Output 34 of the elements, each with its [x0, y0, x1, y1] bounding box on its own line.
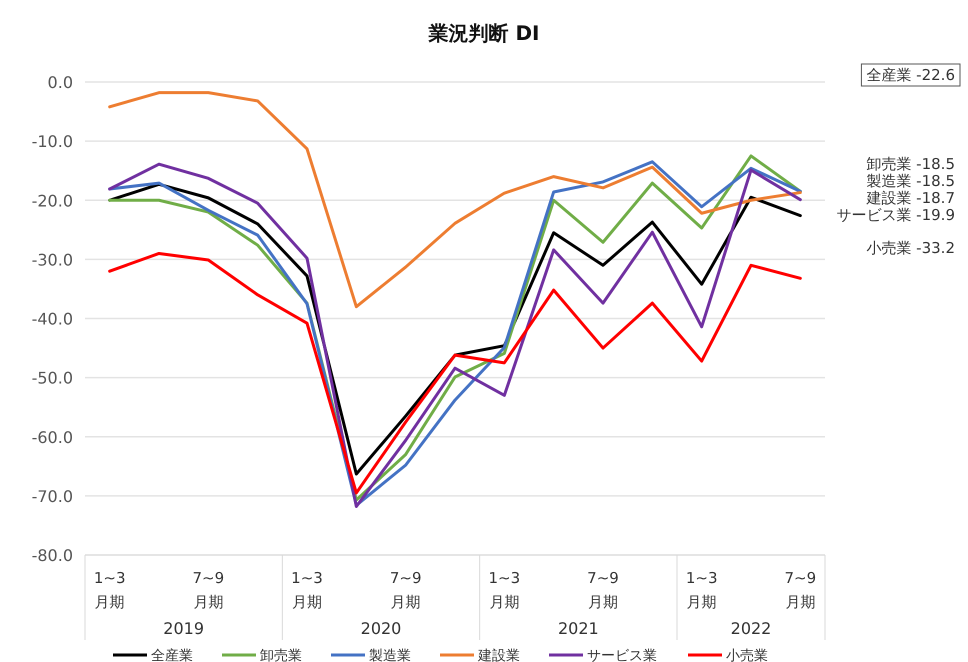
legend-label: 建設業 [477, 648, 520, 662]
text: 小売業 -33.2 [866, 239, 955, 257]
text: 2021 [558, 619, 599, 638]
y-tick-label: -70.0 [32, 486, 73, 506]
y-tick-label: -10.0 [32, 132, 73, 152]
x-tick-label: 7~9 月期 [192, 569, 224, 611]
legend-label: サービス業 [587, 648, 657, 662]
x-tick-label: 7~9 月期 [587, 569, 619, 611]
text: サービス業 -19.9 [836, 206, 955, 224]
y-tick-label: -30.0 [32, 250, 73, 270]
y-tick-label: -60.0 [32, 428, 73, 447]
text: 卸売業 -18.5 [866, 155, 955, 173]
legend-label: 全産業 [151, 648, 193, 662]
text: 2019 [163, 619, 204, 638]
x-tick-label: 7~9 月期 [784, 569, 816, 611]
text: 製造業 -18.5 [866, 172, 955, 190]
y-tick-label: -40.0 [32, 310, 73, 328]
chart-title: 業況判断 DI [427, 21, 540, 45]
y-tick-label: -50.0 [32, 368, 73, 388]
y-tick-label: -80.0 [32, 546, 73, 565]
text: 全産業 -22.6 [866, 66, 955, 84]
y-tick-label: 0.0 [48, 73, 73, 92]
legend-label: 製造業 [369, 648, 411, 662]
x-tick-label: 1~3 月期 [291, 569, 323, 611]
text: 建設業 -18.7 [865, 189, 955, 207]
y-tick-label: -20.0 [32, 191, 73, 210]
x-tick-label: 7~9 月期 [390, 569, 422, 611]
text: 2022 [730, 619, 772, 638]
text: 2020 [360, 619, 402, 638]
x-tick-label: 1~3 月期 [94, 569, 126, 611]
legend-label: 卸売業 [260, 648, 302, 662]
legend-label: 小売業 [726, 648, 768, 662]
x-tick-label: 1~3 月期 [488, 569, 520, 611]
x-tick-label: 1~3 月期 [686, 569, 718, 611]
